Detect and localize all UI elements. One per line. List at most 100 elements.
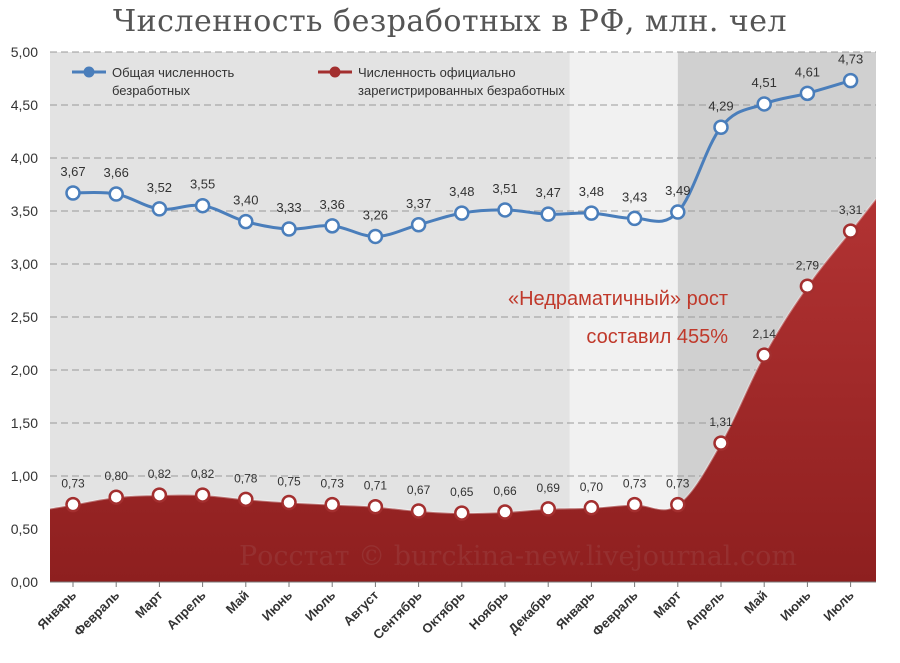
total-data-label: 3,48 xyxy=(449,184,474,199)
registered-data-label: 0,70 xyxy=(580,480,604,494)
y-tick-label: 1,00 xyxy=(11,468,38,484)
registered-point xyxy=(238,491,254,508)
registered-point xyxy=(65,496,81,513)
total-point xyxy=(756,96,772,112)
total-data-label: 3,51 xyxy=(492,181,517,196)
y-tick-label: 4,00 xyxy=(11,150,38,166)
x-tick-label: Май xyxy=(223,588,252,617)
registered-point xyxy=(324,496,340,513)
total-data-label: 3,47 xyxy=(536,185,561,200)
registered-data-label: 0,66 xyxy=(493,484,517,498)
x-tick-label: Февраль xyxy=(71,588,122,639)
total-data-label: 3,36 xyxy=(320,197,345,212)
total-data-label: 3,40 xyxy=(233,193,258,208)
registered-point xyxy=(108,489,124,505)
registered-data-label: 0,67 xyxy=(407,483,431,497)
registered-data-label: 0,82 xyxy=(191,467,215,481)
registered-data-label: 3,31 xyxy=(839,203,863,217)
registered-point xyxy=(583,500,600,516)
registered-point xyxy=(454,505,470,521)
registered-data-label: 0,73 xyxy=(666,477,690,491)
x-tick-label: Июль xyxy=(820,588,856,624)
x-tick-label: Апрель xyxy=(682,588,727,633)
registered-point xyxy=(497,504,513,520)
total-point xyxy=(367,228,384,245)
data-labels: 3,67 3,66 3,52 3,55 3,40 3,33 3,36 3,26 3,37 3,48… xyxy=(60,52,863,499)
total-point xyxy=(151,201,168,217)
registered-data-label: 0,78 xyxy=(234,471,258,485)
registered-data-label: 0,73 xyxy=(61,477,85,491)
chart-title: Численность безработных в РФ, млн. чел xyxy=(112,4,788,39)
y-tick-label: 5,00 xyxy=(11,44,38,60)
legend-total-label: Общая численность безработных xyxy=(112,65,235,98)
total-point xyxy=(281,221,297,237)
x-tick-label: Декабрь xyxy=(505,588,554,637)
x-tick-label: Июнь xyxy=(259,588,295,624)
x-tick-label: Март xyxy=(650,588,683,621)
total-point xyxy=(670,204,686,220)
x-tick-label: Февраль xyxy=(589,588,640,639)
registered-point xyxy=(194,487,211,503)
registered-data-label: 0,82 xyxy=(148,467,172,481)
total-data-label: 3,33 xyxy=(276,200,301,215)
total-point xyxy=(497,202,513,218)
watermark-text: Росстат © burckina-new.livejournal.com xyxy=(239,541,797,572)
registered-data-label: 2,14 xyxy=(753,327,777,341)
registered-point xyxy=(367,498,384,515)
y-tick-label: 0,00 xyxy=(11,574,38,590)
x-tick-label: Июль xyxy=(302,588,338,624)
registered-point xyxy=(626,496,643,513)
legend-registered-swatch-marker xyxy=(329,66,341,78)
y-tick-label: 4,50 xyxy=(11,97,38,113)
registered-point xyxy=(842,223,859,239)
registered-data-label: 1,31 xyxy=(709,415,733,429)
x-tick-label: Июнь xyxy=(777,588,813,624)
total-data-label: 3,66 xyxy=(104,165,129,180)
total-point xyxy=(713,119,729,136)
total-data-label: 3,48 xyxy=(579,184,604,199)
x-tick-label: Май xyxy=(741,588,770,617)
registered-point xyxy=(540,501,556,517)
total-data-label: 4,51 xyxy=(752,75,777,90)
total-point xyxy=(324,218,340,234)
total-point xyxy=(540,206,556,222)
total-data-label: 3,37 xyxy=(406,196,431,211)
registered-data-label: 0,75 xyxy=(277,475,301,489)
annotation-line-2: составил 455% xyxy=(586,326,728,348)
total-data-label: 3,43 xyxy=(622,189,647,204)
y-tick-label: 0,50 xyxy=(11,521,38,537)
total-data-label: 4,61 xyxy=(795,64,820,79)
x-tick-label: Октябрь xyxy=(419,588,468,637)
legend-total-swatch-marker xyxy=(83,66,95,78)
x-tick-label: Апрель xyxy=(164,588,209,633)
total-point xyxy=(842,72,859,89)
total-data-label: 4,73 xyxy=(838,52,863,67)
registered-data-label: 0,71 xyxy=(364,479,388,493)
series-points xyxy=(65,72,859,521)
y-tick-label: 1,50 xyxy=(11,415,38,431)
total-point xyxy=(65,185,81,201)
annotation: «Недраматичный» рост составил 455% Росстат… xyxy=(239,288,797,572)
registered-area-fill xyxy=(50,198,876,582)
registered-point xyxy=(799,278,816,295)
registered-data-label: 0,69 xyxy=(537,481,561,495)
total-data-label: 3,67 xyxy=(60,164,85,179)
total-point xyxy=(108,186,124,202)
total-point xyxy=(238,213,254,230)
total-data-label: 3,26 xyxy=(363,207,388,222)
total-point xyxy=(799,85,816,102)
registered-point xyxy=(410,503,427,519)
total-point xyxy=(454,205,470,221)
x-tick-label: Март xyxy=(132,588,165,621)
registered-data-label: 0,73 xyxy=(623,477,647,491)
total-point xyxy=(583,205,600,221)
registered-data-label: 0,65 xyxy=(450,485,474,499)
annotation-line-1: «Недраматичный» рост xyxy=(508,288,728,310)
legend: Общая численность безработных Численность … xyxy=(72,65,565,98)
y-tick-label: 2,50 xyxy=(11,309,38,325)
total-point xyxy=(410,217,427,233)
registered-data-label: 0,80 xyxy=(105,469,129,483)
total-data-label: 4,29 xyxy=(708,98,733,113)
total-point xyxy=(626,210,643,227)
